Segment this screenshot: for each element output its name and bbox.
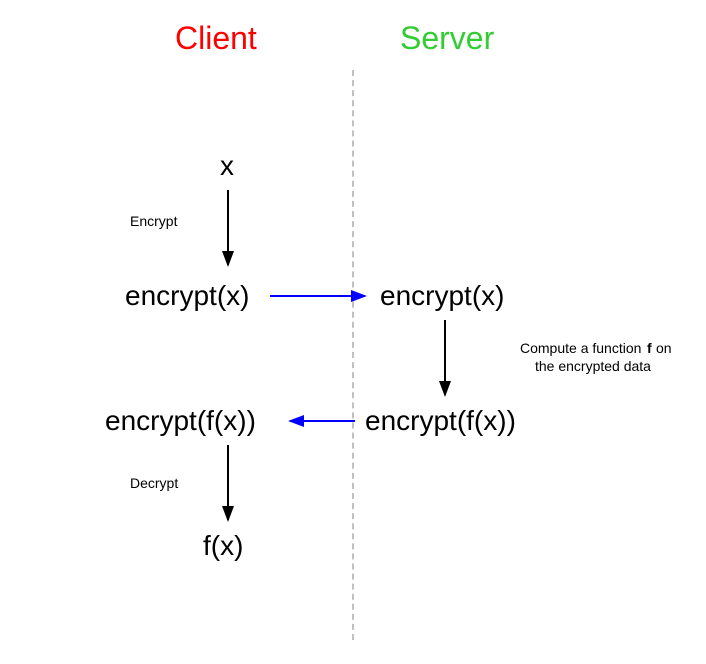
arrow-svg bbox=[0, 0, 706, 664]
